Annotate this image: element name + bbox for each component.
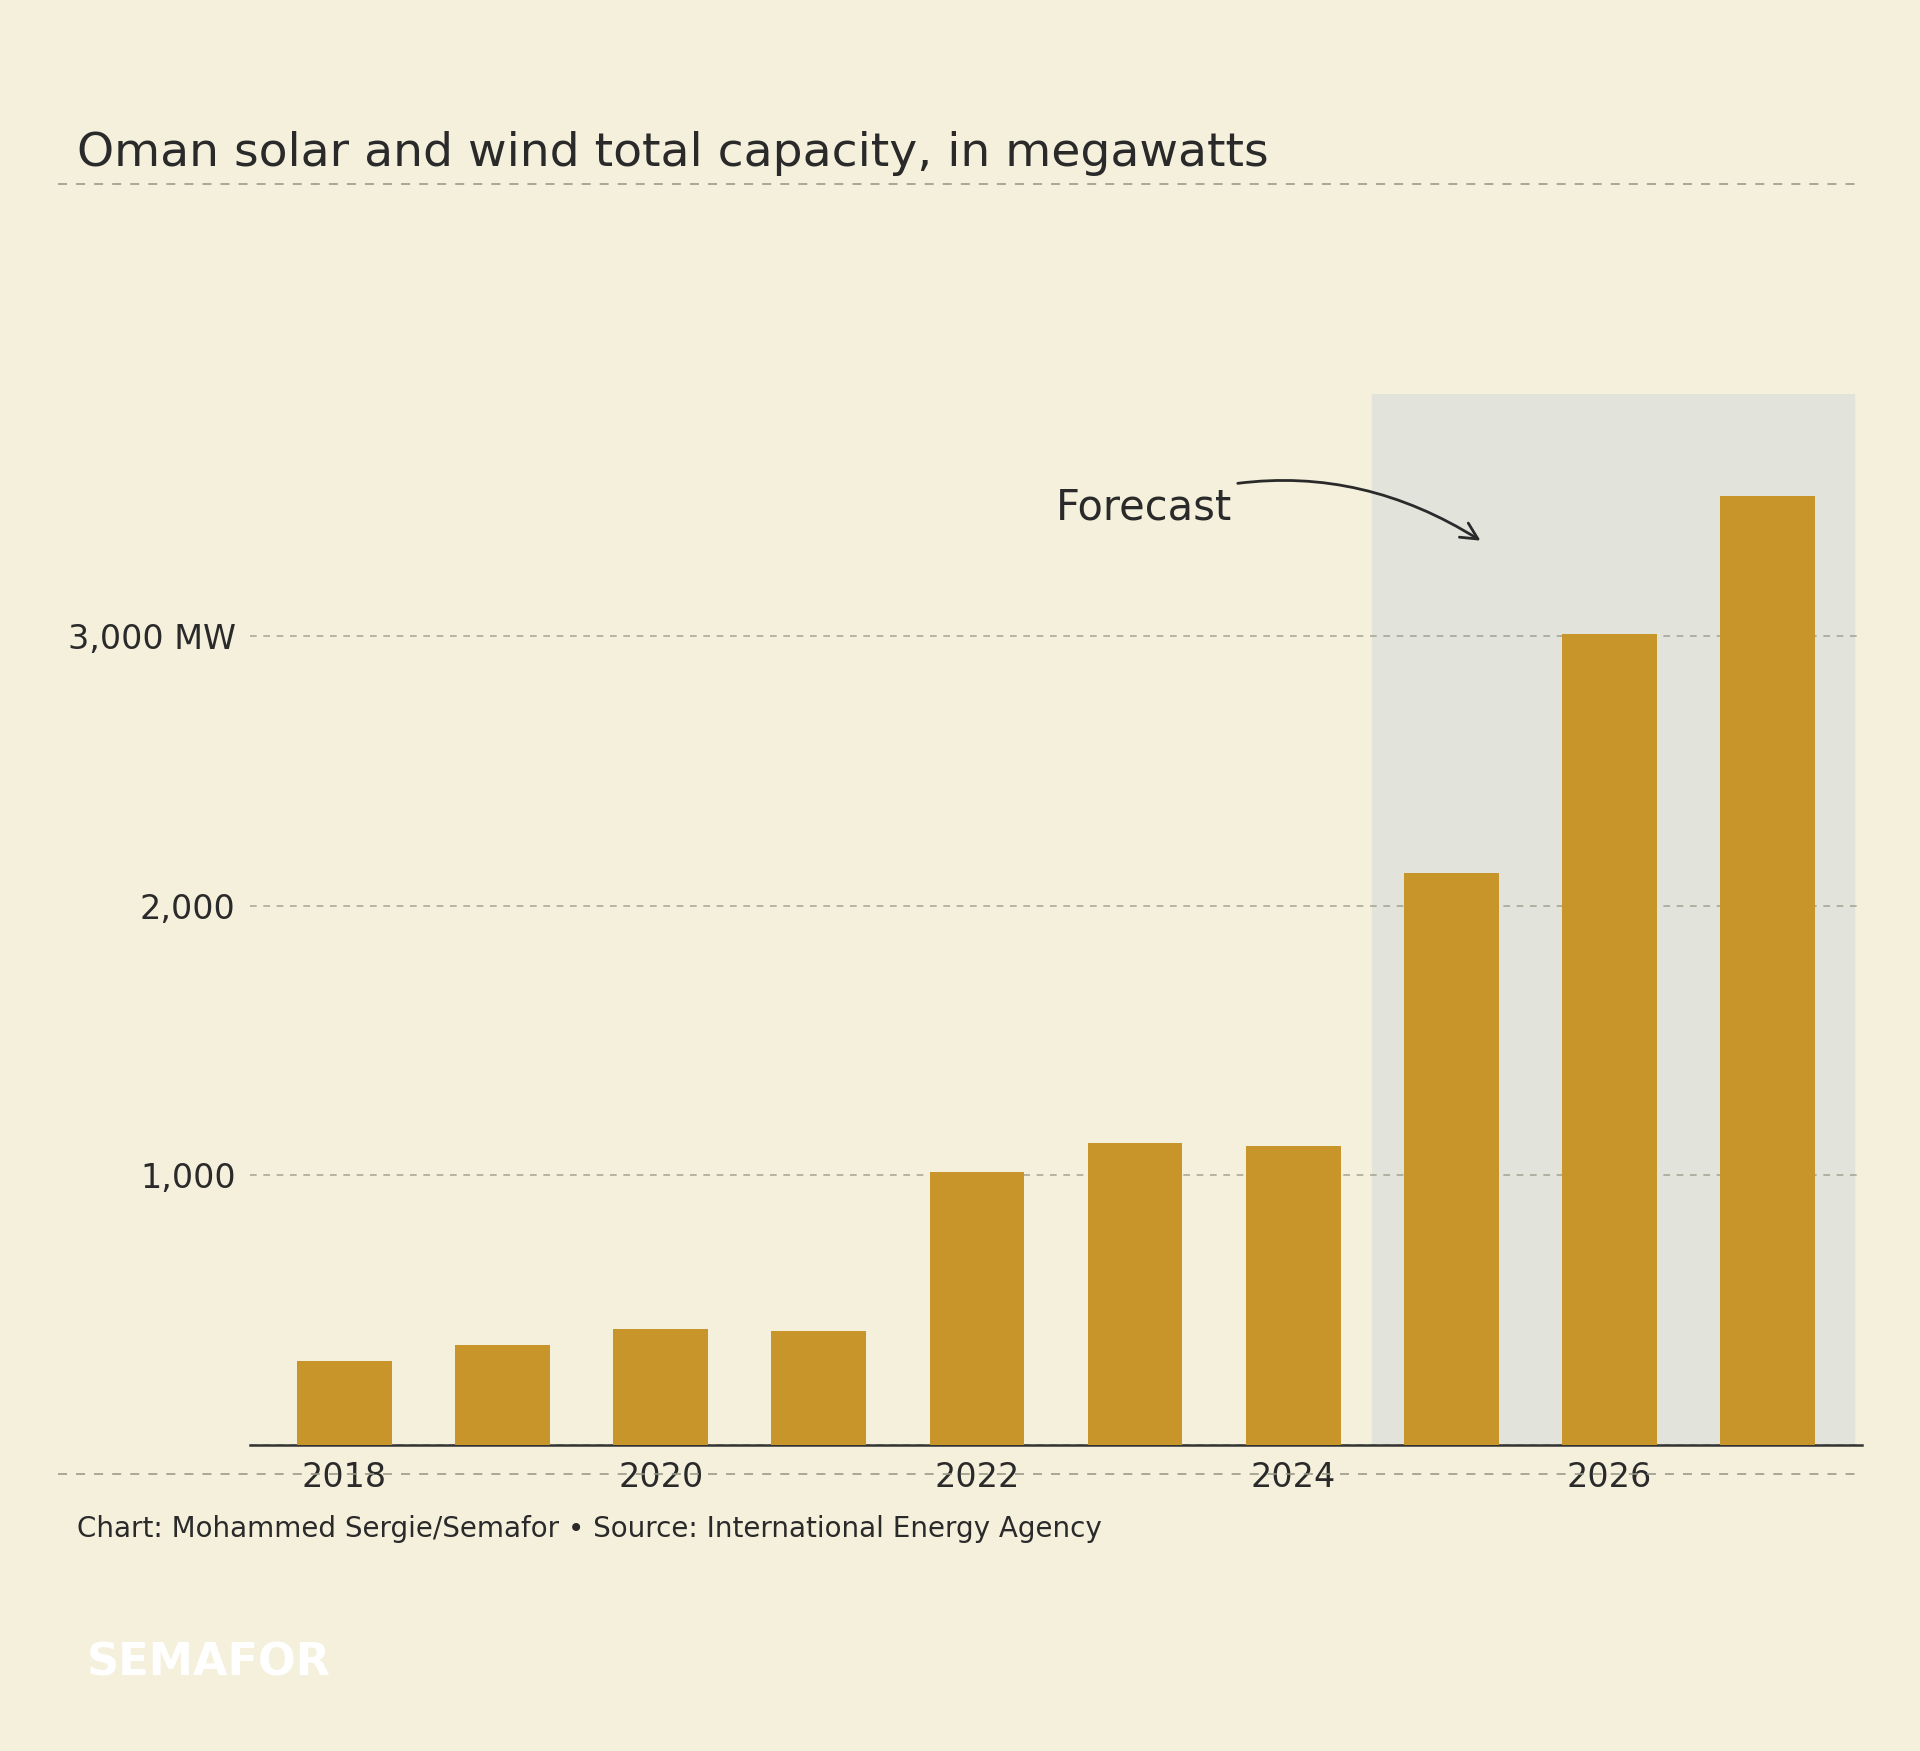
Bar	[929, 1173, 1025, 1445]
Bar	[772, 1331, 866, 1445]
Bar	[1404, 874, 1500, 1445]
Bar	[612, 1329, 708, 1445]
Bar	[1246, 1145, 1340, 1445]
Text: Chart: Mohammed Sergie/Semafor • Source: International Energy Agency: Chart: Mohammed Sergie/Semafor • Source:…	[77, 1515, 1102, 1543]
Bar	[1087, 1143, 1183, 1445]
Text: Forecast: Forecast	[1056, 480, 1478, 539]
Bar	[298, 1361, 392, 1445]
Bar	[455, 1345, 549, 1445]
Bar	[1563, 634, 1657, 1445]
Text: Oman solar and wind total capacity, in megawatts: Oman solar and wind total capacity, in m…	[77, 131, 1269, 177]
Text: SEMAFOR: SEMAFOR	[86, 1642, 330, 1684]
Bar	[1720, 496, 1814, 1445]
Bar	[1373, 394, 1855, 1445]
